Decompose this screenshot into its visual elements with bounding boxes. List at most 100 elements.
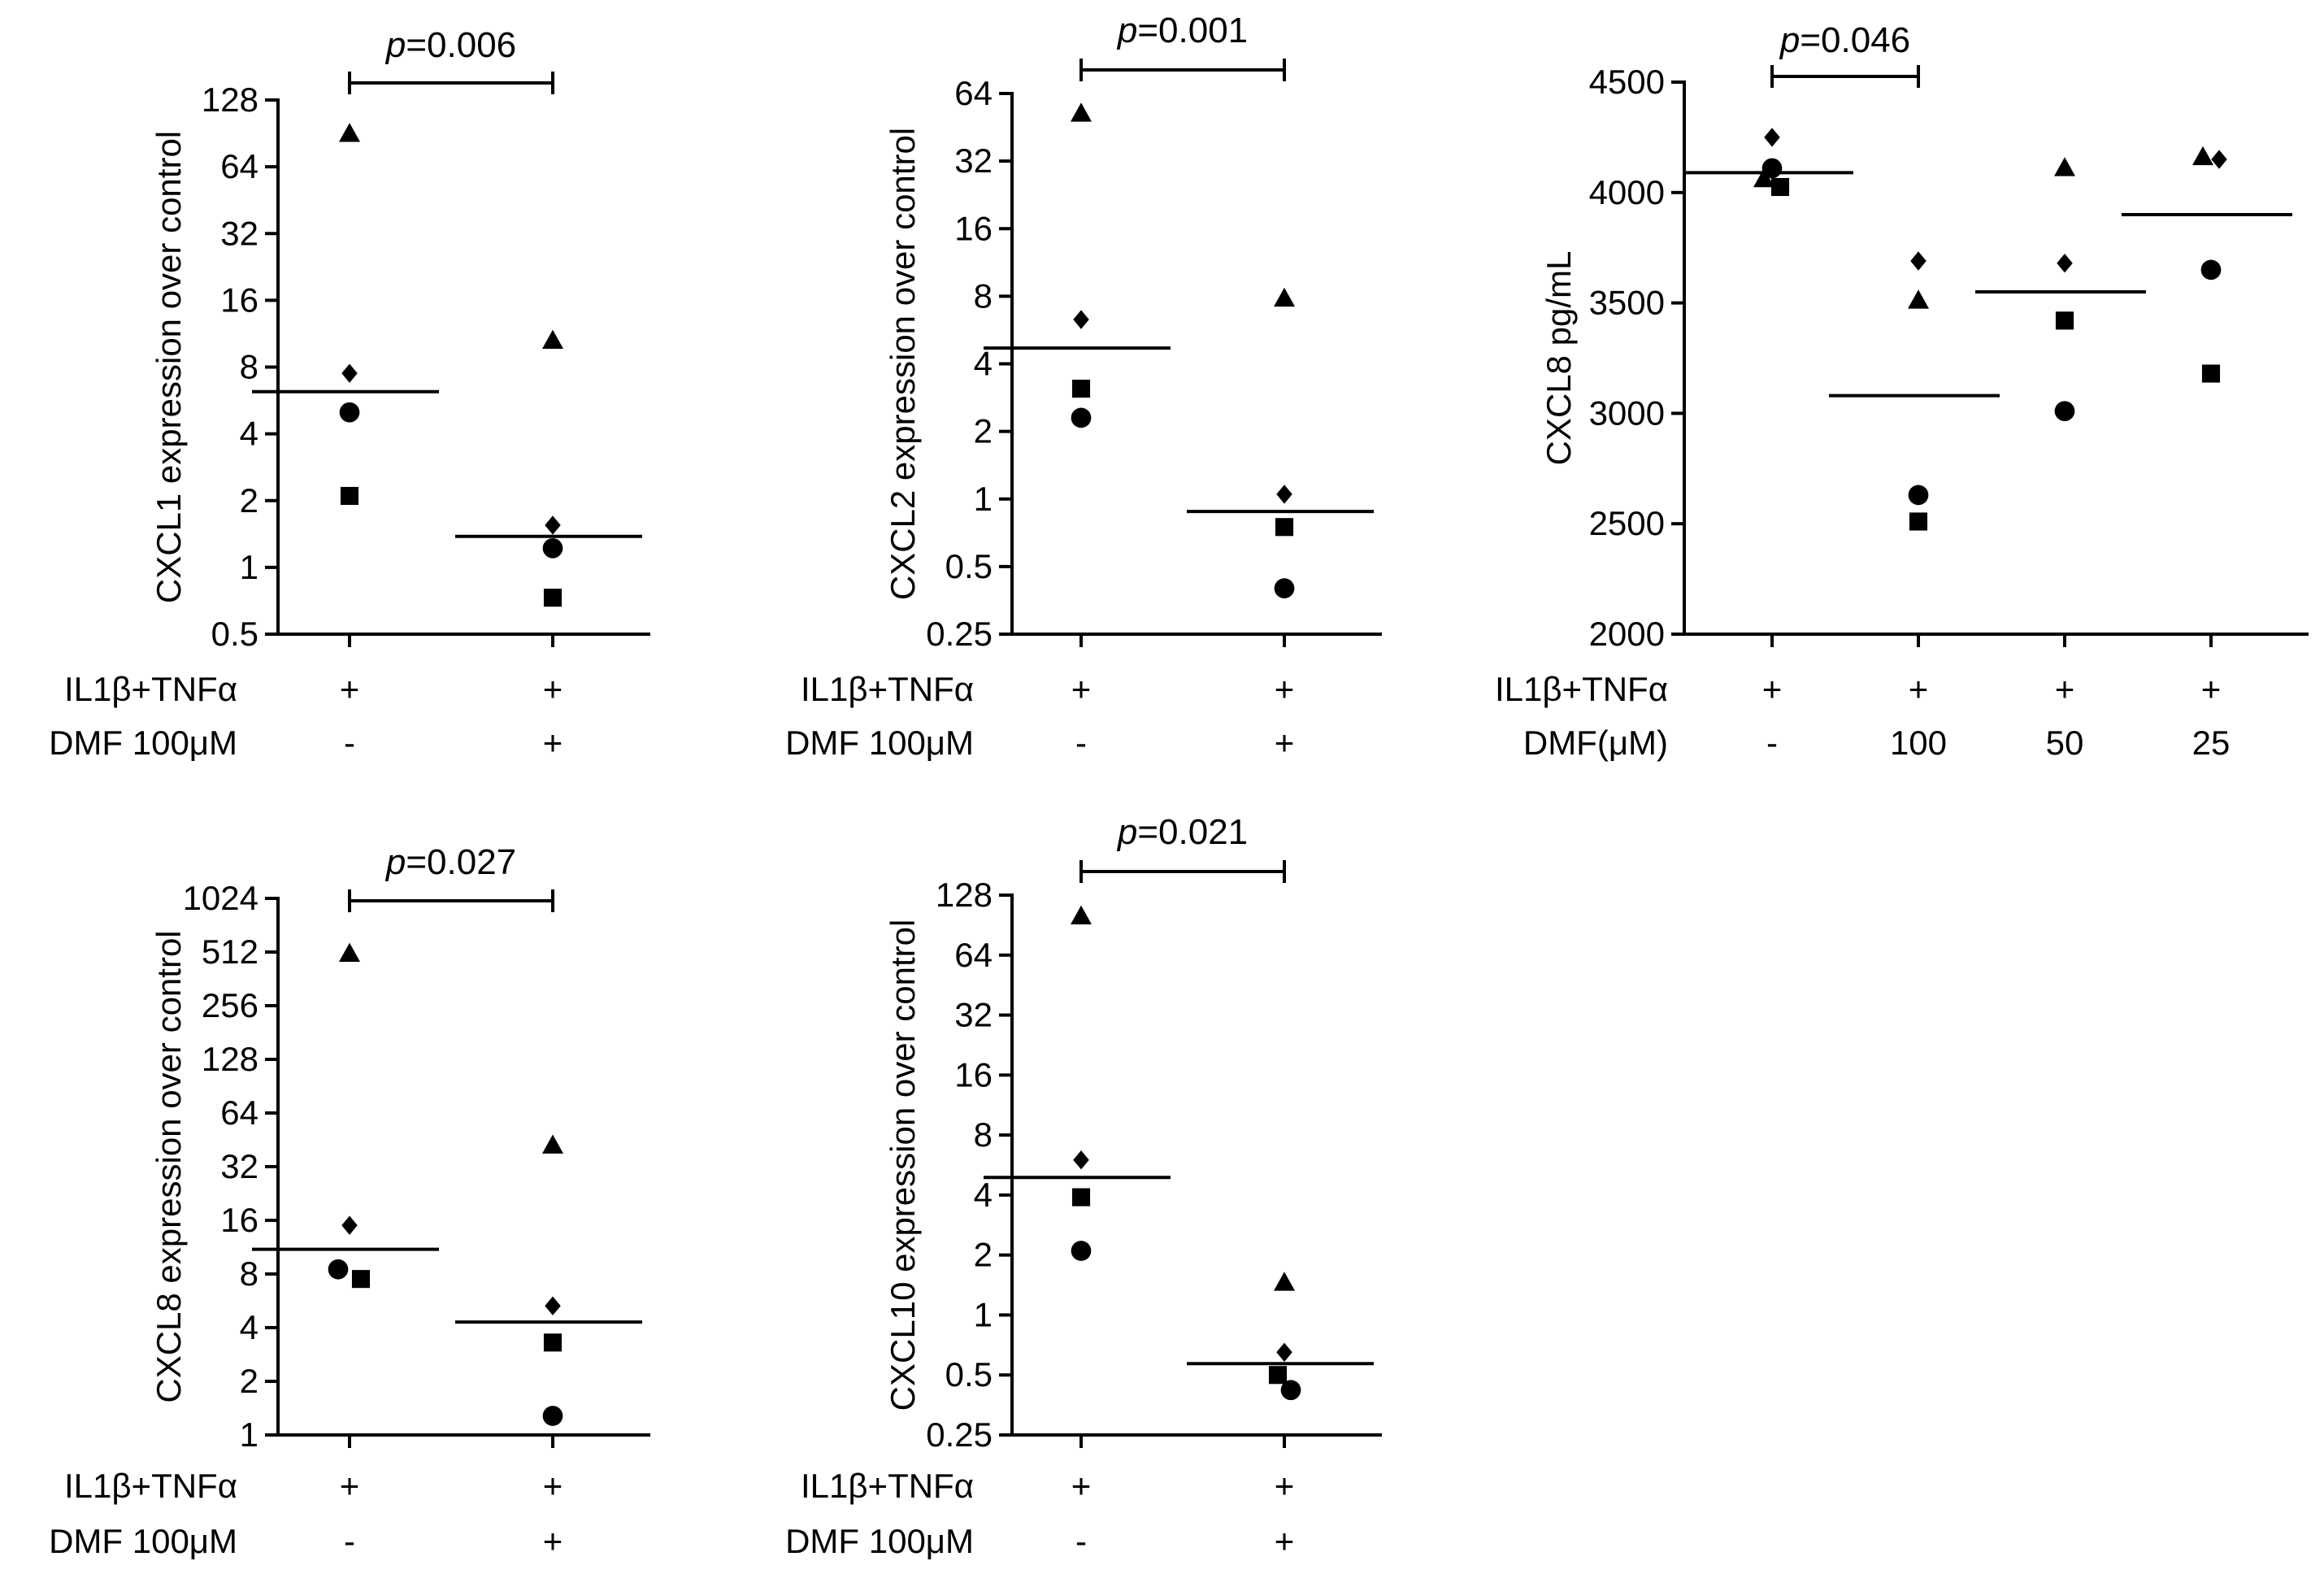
data-point-square	[543, 1333, 563, 1352]
data-point-circle	[339, 402, 360, 423]
condition-row-label: DMF 100μM	[785, 724, 974, 762]
y-tick-label: 4	[240, 1308, 258, 1346]
data-point-triangle	[339, 942, 360, 963]
condition-row-label: DMF 100μM	[49, 1522, 237, 1560]
y-tick-label: 32	[954, 141, 993, 180]
data-point-diamond	[545, 515, 561, 535]
p-value: =0.001	[1137, 11, 1248, 50]
y-tick-label: 0.25	[926, 1415, 993, 1454]
p-value: =0.021	[1137, 812, 1248, 852]
y-tick-label: 128	[936, 876, 993, 914]
data-point-circle	[2200, 259, 2222, 280]
condition-value: 50	[2046, 724, 2084, 762]
y-tick-label: 256	[202, 986, 258, 1024]
data-point-diamond	[341, 363, 358, 383]
condition-value: +	[543, 724, 563, 762]
condition-row-label: DMF 100μM	[785, 1522, 974, 1560]
y-tick-label: 2	[240, 1362, 258, 1400]
y-tick-label: 4	[240, 415, 258, 453]
panel-cxcl10: 0.25 0.5 1 2 4 8 16 32 64 128 CXCL10 expression ov…	[785, 812, 1382, 1560]
data-point-diamond	[2057, 254, 2073, 273]
data-point-diamond	[1073, 310, 1089, 329]
y-axis-label: CXCL1 expression over control	[150, 131, 188, 603]
y-tick-label: 8	[974, 1115, 993, 1154]
data-point-square	[340, 486, 359, 506]
data-point-triangle	[1753, 167, 1774, 188]
data-point-diamond	[1764, 128, 1780, 147]
y-tick-label: 1	[974, 1295, 993, 1333]
condition-value: +	[340, 1467, 360, 1505]
p-symbol: p	[1116, 812, 1137, 852]
data-point-triangle	[1071, 905, 1092, 925]
data-point-triangle	[542, 1134, 563, 1154]
p-value: =0.027	[406, 842, 516, 882]
condition-value: +	[1909, 670, 1929, 708]
data-point-circle	[328, 1259, 349, 1280]
data-point-diamond	[2211, 150, 2227, 169]
y-tick-label: 2	[240, 481, 258, 520]
y-tick-label: 2	[974, 412, 993, 450]
data-point-triangle	[2192, 146, 2213, 166]
data-point-triangle	[1071, 102, 1092, 122]
p-value: =0.046	[1800, 20, 1910, 60]
condition-value: +	[1275, 670, 1295, 708]
condition-row-label: IL1β+TNFα	[64, 670, 237, 708]
y-tick-label: 4000	[1589, 173, 1665, 211]
data-point-square	[543, 589, 563, 607]
y-tick-label: 1	[974, 480, 993, 518]
p-symbol: p	[384, 25, 406, 65]
p-value-label: p=0.006	[384, 25, 516, 65]
data-point-square	[1770, 177, 1790, 197]
y-tick-label: 64	[954, 74, 993, 112]
y-tick-label: 8	[240, 348, 258, 386]
data-point-square	[1071, 380, 1091, 398]
panel-cxcl8: 1 2 4 8 16 32 64 128 256 512 1024 CXCL8 expression …	[49, 842, 650, 1560]
panel-cxcl2: 0.25 0.5 1 2 4 8 16 32 64 CXCL2 expression over c…	[785, 11, 1382, 762]
data-point-circle	[1071, 1241, 1092, 1261]
data-point-square	[1268, 1366, 1288, 1385]
y-tick-label: 2500	[1589, 504, 1665, 542]
y-tick-label: 2000	[1589, 615, 1665, 653]
data-point-square	[2201, 364, 2221, 383]
y-tick-label: 16	[954, 209, 993, 247]
data-point-triangle	[2054, 157, 2075, 176]
condition-value: +	[543, 670, 563, 708]
y-tick-label: 1024	[183, 879, 258, 917]
condition-value: 100	[1890, 724, 1947, 762]
data-point-circle	[1071, 407, 1092, 428]
panel-cxcl8-protein: 2000 2500 3000 3500 4000 4500 CXCL8 pg/mL p=0.0…	[1495, 20, 2309, 762]
y-tick-label: 16	[220, 1201, 258, 1239]
condition-value: +	[1762, 670, 1783, 708]
condition-value: +	[1275, 1522, 1295, 1560]
condition-value: +	[2055, 670, 2075, 708]
condition-value: +	[543, 1522, 563, 1560]
data-point-square	[1275, 518, 1294, 537]
data-point-triangle	[339, 123, 360, 142]
data-point-square	[2055, 311, 2074, 330]
y-tick-label: 16	[954, 1055, 993, 1094]
y-tick-label: 128	[202, 80, 258, 119]
condition-value: +	[2201, 670, 2222, 708]
data-point-diamond	[341, 1215, 358, 1235]
y-tick-label: 4	[974, 345, 993, 383]
y-axis-label: CXCL10 expression over control	[884, 920, 922, 1411]
condition-value: +	[1071, 1467, 1092, 1505]
condition-value: -	[344, 1522, 355, 1560]
data-point-circle	[542, 1406, 563, 1426]
y-tick-label: 32	[220, 1147, 258, 1185]
data-point-triangle	[542, 329, 563, 350]
condition-value: -	[1075, 724, 1087, 762]
p-symbol: p	[384, 842, 406, 882]
y-tick-label: 64	[954, 936, 993, 974]
data-point-square	[1071, 1188, 1091, 1207]
condition-row-label: DMF(μM)	[1523, 724, 1668, 762]
condition-row-label: DMF 100μM	[49, 724, 237, 762]
data-point-diamond	[1276, 485, 1292, 504]
y-tick-label: 16	[220, 280, 258, 319]
y-tick-label: 32	[220, 214, 258, 252]
data-point-circle	[2054, 401, 2075, 422]
y-tick-label: 0.5	[945, 1355, 993, 1394]
condition-value: +	[1071, 670, 1092, 708]
y-tick-label: 32	[954, 996, 993, 1034]
